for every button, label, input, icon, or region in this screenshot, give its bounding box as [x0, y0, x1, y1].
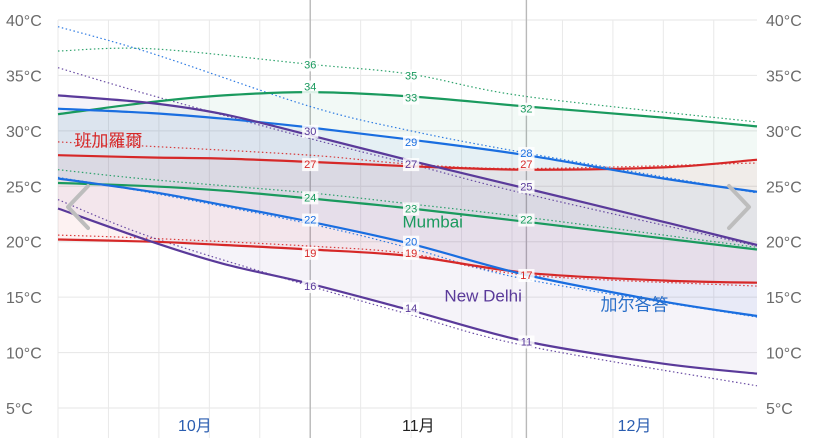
data-label: 28	[520, 148, 532, 160]
data-label: 11	[521, 336, 532, 348]
average-high-line	[57, 94, 758, 247]
data-label: 20	[405, 237, 417, 249]
data-label-background	[403, 246, 420, 260]
data-label-background	[403, 135, 420, 149]
y-tick-label: 15°C	[766, 290, 802, 307]
data-label: 30	[304, 126, 316, 138]
data-labels: 36 35 34 33 32 24 23 22 27 27 19 19 17 29 28 22 20 30 27 25…	[302, 58, 535, 349]
data-label: 24	[304, 192, 316, 204]
data-label-background	[302, 158, 319, 172]
chevron-left-icon[interactable]	[66, 184, 90, 230]
data-label: 33	[405, 93, 417, 105]
data-label-background	[518, 268, 535, 282]
average-low-line	[57, 181, 758, 251]
x-axis: 10月 11月 12月	[178, 418, 651, 435]
data-label: 22	[304, 215, 316, 227]
data-label-background	[302, 213, 319, 227]
data-label-background	[403, 235, 420, 249]
average-high-line	[57, 107, 758, 193]
record-low-line	[57, 199, 758, 387]
series-label: Mumbai	[402, 212, 462, 231]
data-label: 29	[405, 137, 417, 149]
y-tick-label: 10°C	[766, 346, 802, 363]
data-label-background	[518, 180, 535, 194]
data-label: 32	[520, 104, 532, 116]
temperature-lines	[57, 90, 758, 375]
data-label-background	[302, 280, 319, 294]
y-tick-label: 5°C	[766, 401, 793, 418]
data-label: 34	[304, 82, 316, 94]
data-label: 19	[405, 248, 417, 260]
data-label-background	[302, 246, 319, 260]
series-label: New Delhi	[444, 287, 521, 306]
average-low-line	[57, 238, 758, 284]
record-lines	[57, 26, 758, 387]
x-tick-label: 10月	[178, 418, 212, 435]
y-tick-label: 30°C	[6, 124, 42, 141]
data-label-background	[302, 191, 319, 205]
record-low-line	[57, 176, 758, 318]
series-label: 班加羅爾	[74, 131, 142, 150]
data-label-background	[518, 158, 535, 172]
series-label: 加尔各答	[600, 295, 668, 314]
y-tick-label: 35°C	[6, 68, 42, 85]
grid	[57, 0, 757, 438]
data-label: 25	[520, 181, 532, 193]
data-label-background	[302, 58, 319, 72]
y-axis-right: 5°C 10°C 15°C 20°C 25°C 30°C 35°C 40°C	[766, 13, 802, 418]
data-label: 23	[405, 203, 417, 215]
y-tick-label: 20°C	[6, 235, 42, 252]
average-low-line	[57, 177, 758, 318]
data-label-background	[403, 69, 420, 83]
data-label: 16	[304, 281, 316, 293]
data-label: 35	[405, 70, 417, 82]
data-label: 27	[520, 159, 532, 171]
temperature-band	[58, 155, 757, 283]
x-tick-label: 11月	[402, 418, 435, 435]
temperature-bands	[58, 92, 757, 374]
data-label: 19	[304, 248, 316, 260]
y-tick-label: 40°C	[766, 13, 802, 30]
y-tick-label: 25°C	[766, 179, 802, 196]
data-label-background	[302, 124, 319, 138]
chevron-right-icon[interactable]	[727, 184, 751, 230]
y-tick-label: 15°C	[6, 290, 42, 307]
y-tick-label: 40°C	[6, 13, 42, 30]
record-high-line	[57, 26, 758, 194]
data-label: 36	[304, 59, 316, 71]
average-high-line	[57, 154, 758, 171]
data-label-background	[518, 335, 535, 349]
data-label-background	[403, 202, 420, 216]
data-label-background	[518, 213, 535, 227]
x-tick-label: 12月	[618, 418, 652, 435]
data-label-background	[403, 158, 420, 172]
data-label-background	[518, 147, 535, 161]
y-axis-left: 5°C 10°C 15°C 20°C 25°C 30°C 35°C 40°C	[6, 13, 42, 418]
average-high-line	[57, 90, 758, 128]
y-tick-label: 35°C	[766, 68, 802, 85]
temperature-band	[58, 95, 757, 374]
data-label: 14	[405, 303, 417, 315]
data-label-background	[302, 80, 319, 94]
y-tick-label: 5°C	[6, 401, 33, 418]
data-label: 22	[520, 215, 532, 227]
y-tick-label: 30°C	[766, 124, 802, 141]
y-tick-label: 20°C	[766, 235, 802, 252]
data-label: 17	[520, 270, 532, 282]
data-label: 27	[405, 159, 417, 171]
data-label-background	[403, 302, 420, 316]
data-label-background	[518, 102, 535, 116]
y-tick-label: 25°C	[6, 179, 42, 196]
average-low-line	[57, 207, 758, 375]
data-label: 27	[304, 159, 316, 171]
y-tick-label: 10°C	[6, 346, 42, 363]
data-label-background	[403, 91, 420, 105]
